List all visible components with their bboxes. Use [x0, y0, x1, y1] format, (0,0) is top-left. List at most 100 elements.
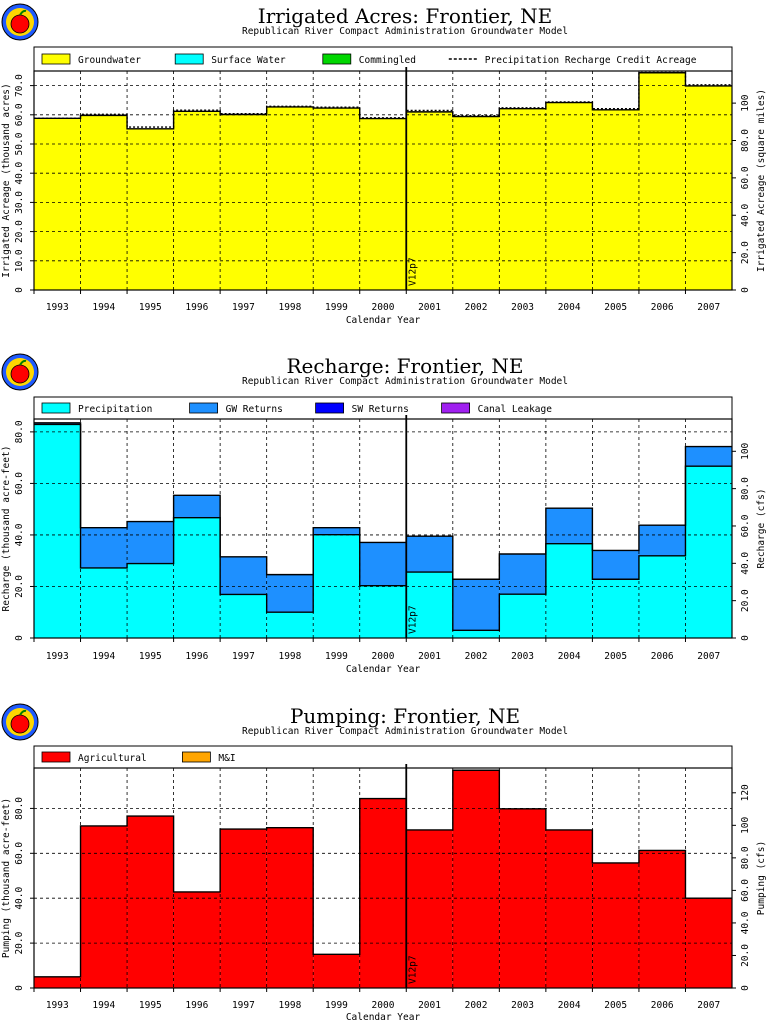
x-tick-label: 2006: [651, 651, 674, 662]
bar: [173, 891, 221, 988]
y-tick-label: 60.0: [14, 842, 25, 865]
bar: [592, 862, 639, 988]
x-tick-label: 2000: [372, 651, 395, 662]
x-tick-label: 2002: [465, 302, 488, 313]
x-axis-label: Calendar Year: [346, 1012, 421, 1023]
bar: [685, 85, 732, 290]
bar: [220, 556, 267, 595]
x-tick-label: 1995: [139, 302, 162, 313]
bar: [406, 111, 453, 290]
bar: [266, 106, 314, 290]
y-axis-label: Pumping (thousand acre-feet): [1, 798, 12, 958]
bar: [173, 495, 221, 518]
bar: [127, 521, 174, 564]
x-tick-label: 2003: [511, 302, 534, 313]
version-marker-label: V12p7: [407, 955, 418, 984]
legend-swatch: [41, 402, 71, 414]
y-tick-label: 20.0: [14, 220, 25, 243]
bar: [80, 527, 128, 568]
bar: [406, 829, 453, 988]
y2-tick-label: 0: [740, 287, 751, 293]
bar: [220, 594, 267, 638]
x-tick-label: 1996: [185, 651, 208, 662]
legend-label: M&I: [218, 753, 235, 764]
x-tick-label: 1994: [92, 651, 115, 662]
x-tick-label: 2004: [558, 1000, 581, 1011]
bar: [34, 976, 81, 988]
bar: [266, 827, 314, 988]
bar: [452, 116, 500, 290]
legend-label: Groundwater: [78, 55, 141, 66]
x-tick-label: 1998: [278, 302, 301, 313]
chart-title: Irrigated Acres: Frontier, NE: [258, 4, 552, 28]
legend-swatch: [315, 402, 345, 414]
bar: [34, 424, 81, 638]
y-tick-label: 30.0: [14, 191, 25, 214]
x-tick-label: 1996: [185, 1000, 208, 1011]
bar: [592, 579, 639, 638]
bar: [545, 102, 593, 290]
y2-tick-label: 0: [740, 635, 751, 641]
x-tick-label: 2000: [372, 1000, 395, 1011]
x-tick-label: 2004: [558, 302, 581, 313]
x-tick-label: 2005: [604, 651, 627, 662]
bar: [406, 572, 453, 638]
precip-credit-line: [34, 71, 732, 128]
bar: [127, 563, 174, 638]
legend-label: GW Returns: [226, 404, 283, 415]
y2-tick-label: 60.0: [740, 879, 751, 902]
version-marker-label: V12p7: [407, 257, 418, 286]
bar: [685, 466, 732, 638]
x-tick-label: 1998: [278, 651, 301, 662]
legend-label: Commingled: [359, 55, 416, 66]
bar: [452, 579, 500, 631]
y-tick-label: 70.0: [14, 74, 25, 97]
legend-label: SW Returns: [352, 404, 409, 415]
x-tick-label: 2001: [418, 651, 441, 662]
chart-panel-1: Irrigated Acres: Frontier, NERepublican …: [1, 3, 767, 326]
y2-tick-label: 120: [740, 784, 751, 801]
bar: [34, 422, 81, 425]
y2-tick-label: 80.0: [740, 129, 751, 152]
y-tick-label: 60.0: [14, 472, 25, 495]
chart-subtitle: Republican River Compact Administration …: [242, 726, 568, 737]
y2-tick-label: 100: [740, 94, 751, 111]
legend-label: Agricultural: [78, 753, 147, 764]
x-tick-label: 2005: [604, 302, 627, 313]
bar: [638, 72, 686, 290]
legend-label: Precipitation: [78, 404, 152, 415]
bar: [359, 542, 407, 586]
bar: [313, 527, 360, 535]
legend-label: Precipitation Recharge Credit Acreage: [485, 55, 697, 66]
y2-tick-label: 80.0: [740, 477, 751, 500]
legend-swatch: [189, 402, 219, 414]
legend-box: [33, 46, 733, 72]
y-tick-label: 80.0: [14, 797, 25, 820]
series-step-line: [34, 72, 732, 130]
y-tick-label: 20.0: [14, 931, 25, 954]
bar: [80, 825, 128, 988]
x-tick-label: 2000: [372, 302, 395, 313]
x-tick-label: 2007: [697, 651, 720, 662]
chart-title: Recharge: Frontier, NE: [286, 354, 523, 378]
bar: [313, 108, 360, 290]
apple-leaf-icon: [19, 359, 27, 366]
bar: [359, 798, 407, 988]
legend-swatch: [41, 751, 71, 763]
legend-swatch: [441, 402, 471, 414]
x-tick-label: 1993: [46, 651, 69, 662]
bar: [638, 555, 686, 638]
x-tick-label: 1999: [325, 302, 348, 313]
legend-swatch: [174, 53, 204, 65]
y-tick-label: 40.0: [14, 523, 25, 546]
legend-label: Surface Water: [211, 55, 286, 66]
legend-swatch: [181, 751, 211, 763]
y-tick-label: 80.0: [14, 420, 25, 443]
y2-tick-label: 40.0: [740, 552, 751, 575]
x-axis-label: Calendar Year: [346, 664, 421, 675]
bar: [592, 109, 639, 290]
bar: [127, 128, 174, 290]
bar: [34, 118, 81, 290]
y2-tick-label: 100: [740, 816, 751, 833]
